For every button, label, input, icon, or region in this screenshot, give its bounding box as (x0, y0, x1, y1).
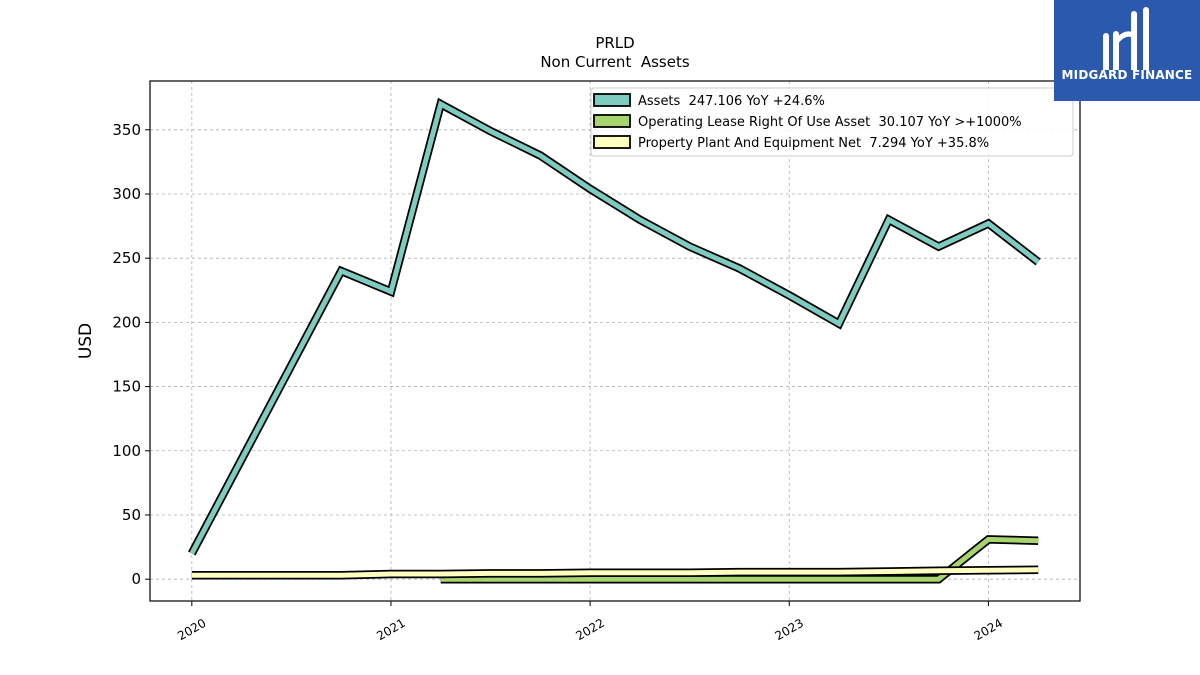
legend: Assets 247.106 YoY +24.6% Operating Lease… (590, 87, 1074, 157)
legend-swatch (593, 93, 631, 107)
y-tick-label: 300 (112, 185, 141, 203)
chart-title: PRLD (595, 34, 634, 52)
chart-subtitle: Non Current Assets (540, 53, 690, 71)
logo-name: MIDGARD FINANCE (1061, 68, 1193, 82)
y-tick-label: 200 (112, 313, 141, 331)
logo-mark-icon (1103, 7, 1149, 70)
legend-swatch (593, 114, 631, 128)
legend-label: Property Plant And Equipment Net 7.294 Y… (638, 136, 989, 151)
y-tick-label: 100 (112, 442, 141, 460)
series-2 (440, 535, 1039, 584)
series-line (189, 100, 1040, 555)
x-tick-label: 2021 (374, 616, 407, 643)
plot-frame (149, 80, 1081, 602)
x-tick-label: 2020 (175, 616, 208, 643)
legend-swatch (593, 135, 631, 149)
y-tick-label: 350 (112, 121, 141, 139)
series-1 (188, 97, 1041, 556)
y-tick-label: 150 (112, 378, 141, 396)
x-tick-label: 2022 (573, 616, 606, 643)
y-axis-label: USD (76, 323, 96, 359)
series-lines (188, 97, 1041, 584)
legend-box (590, 87, 1074, 157)
midgard-finance-logo: MIDGARD FINANCE (1054, 0, 1200, 101)
legend-label: Operating Lease Right Of Use Asset 30.10… (638, 115, 1022, 130)
series-outline (188, 97, 1041, 556)
series-line (191, 567, 1039, 578)
series-line (440, 536, 1039, 582)
legend-label: Assets 247.106 YoY +24.6% (638, 94, 825, 109)
x-tick-label: 2024 (972, 616, 1005, 643)
x-tick-label: 2023 (773, 616, 806, 643)
y-tick-label: 250 (112, 249, 141, 267)
axis-ticks: 0 50 100 150 200 250 300 350 2020 2021 2022 2023 202… (112, 121, 1005, 643)
y-tick-label: 0 (131, 570, 141, 588)
grid-lines (150, 81, 1080, 601)
series-3 (191, 565, 1039, 580)
y-tick-label: 50 (122, 506, 141, 524)
